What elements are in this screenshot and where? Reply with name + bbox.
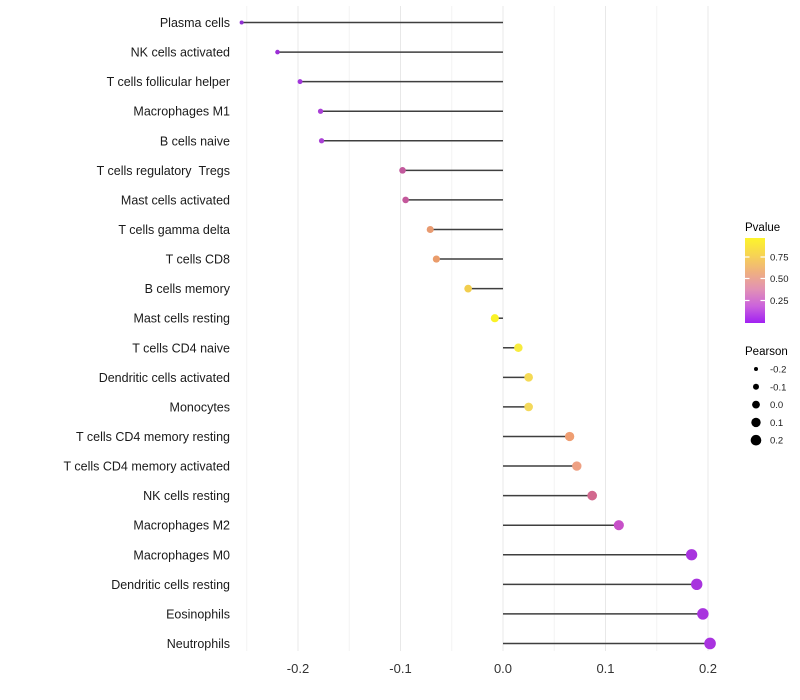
category-label: B cells memory bbox=[145, 282, 231, 296]
category-label: NK cells resting bbox=[143, 489, 230, 503]
pearson-legend-label: 0.2 bbox=[770, 436, 783, 447]
data-point bbox=[691, 578, 703, 591]
colorbar-tick-label: 0.75 bbox=[770, 253, 789, 264]
pearson-legend-dot bbox=[753, 383, 759, 390]
x-tick-label: 0.1 bbox=[596, 661, 614, 676]
category-label: NK cells activated bbox=[131, 46, 230, 60]
legend-pearson-title: Pearson bbox=[745, 346, 788, 358]
legend-pearson: Pearson -0.2 -0.1 0.0 0.1 0.2 bbox=[745, 346, 788, 447]
pearson-legend-label: -0.1 bbox=[770, 382, 786, 393]
x-tick-label: 0.0 bbox=[494, 661, 512, 676]
legend-pvalue: Pvalue 0.75 0.50 0.25 bbox=[745, 222, 789, 323]
category-label: Monocytes bbox=[170, 400, 230, 414]
data-point bbox=[613, 520, 624, 531]
category-label: T cells CD8 bbox=[166, 253, 230, 267]
category-axis-labels: Plasma cells NK cells activated T cells fo… bbox=[64, 16, 231, 651]
data-point bbox=[297, 79, 303, 85]
pearson-legend-dot bbox=[754, 367, 758, 371]
category-label: T cells CD4 memory activated bbox=[64, 460, 231, 474]
pearson-legend-label: 0.1 bbox=[770, 418, 783, 429]
data-point bbox=[704, 637, 716, 650]
pearson-legend-dot bbox=[751, 417, 761, 428]
data-point bbox=[697, 608, 709, 620]
pvalue-colorbar-ticks: 0.75 0.50 0.25 bbox=[745, 253, 789, 307]
pearson-legend-dot bbox=[750, 434, 762, 446]
pearson-legend-dot bbox=[752, 400, 760, 409]
data-point bbox=[317, 108, 324, 114]
category-label: T cells follicular helper bbox=[107, 75, 230, 89]
x-tick-label: -0.2 bbox=[287, 661, 309, 676]
data-point bbox=[514, 343, 523, 353]
data-point bbox=[426, 225, 434, 234]
category-label: Mast cells activated bbox=[121, 193, 230, 207]
data-point bbox=[239, 20, 244, 25]
data-point bbox=[524, 402, 533, 412]
legend-pvalue-title: Pvalue bbox=[745, 222, 780, 234]
data-point bbox=[587, 490, 598, 501]
data-point bbox=[275, 49, 280, 55]
category-label: Neutrophils bbox=[167, 637, 230, 651]
category-label: Macrophages M2 bbox=[133, 519, 230, 533]
category-label: B cells naive bbox=[160, 134, 230, 148]
stems bbox=[241, 21, 711, 645]
pearson-legend-label: 0.0 bbox=[770, 400, 783, 411]
data-point bbox=[685, 549, 698, 561]
pearson-legend-label: -0.2 bbox=[770, 365, 786, 376]
data-point bbox=[490, 314, 499, 323]
x-tick-label: 0.2 bbox=[699, 661, 717, 676]
data-point bbox=[399, 167, 406, 174]
colorbar-tick-label: 0.25 bbox=[770, 296, 789, 307]
data-point bbox=[318, 138, 325, 144]
category-label: T cells regulatory Tregs bbox=[97, 164, 230, 178]
category-label: Dendritic cells resting bbox=[111, 578, 230, 592]
data-point bbox=[564, 431, 575, 442]
data-point bbox=[524, 373, 533, 382]
category-label: Macrophages M1 bbox=[133, 105, 230, 119]
pvalue-colorbar bbox=[745, 238, 765, 323]
category-label: Plasma cells bbox=[160, 16, 230, 30]
category-label: T cells gamma delta bbox=[118, 223, 230, 237]
category-label: Dendritic cells activated bbox=[99, 371, 230, 385]
category-label: Macrophages M0 bbox=[133, 548, 230, 562]
x-tick-label: -0.1 bbox=[389, 661, 411, 676]
data-point bbox=[464, 284, 472, 293]
category-label: T cells CD4 memory resting bbox=[76, 430, 230, 444]
data-points bbox=[239, 20, 716, 650]
x-axis-tick-labels: -0.2 -0.1 0.0 0.1 0.2 bbox=[287, 661, 717, 676]
data-point bbox=[432, 255, 440, 263]
category-label: Eosinophils bbox=[166, 607, 230, 621]
colorbar-tick-label: 0.50 bbox=[770, 274, 789, 285]
grid bbox=[246, 6, 709, 651]
category-label: Mast cells resting bbox=[133, 312, 230, 326]
category-label: T cells CD4 naive bbox=[132, 341, 230, 355]
data-point bbox=[572, 461, 582, 471]
pearson-size-entries: -0.2 -0.1 0.0 0.1 0.2 bbox=[750, 365, 786, 447]
data-point bbox=[402, 196, 409, 204]
